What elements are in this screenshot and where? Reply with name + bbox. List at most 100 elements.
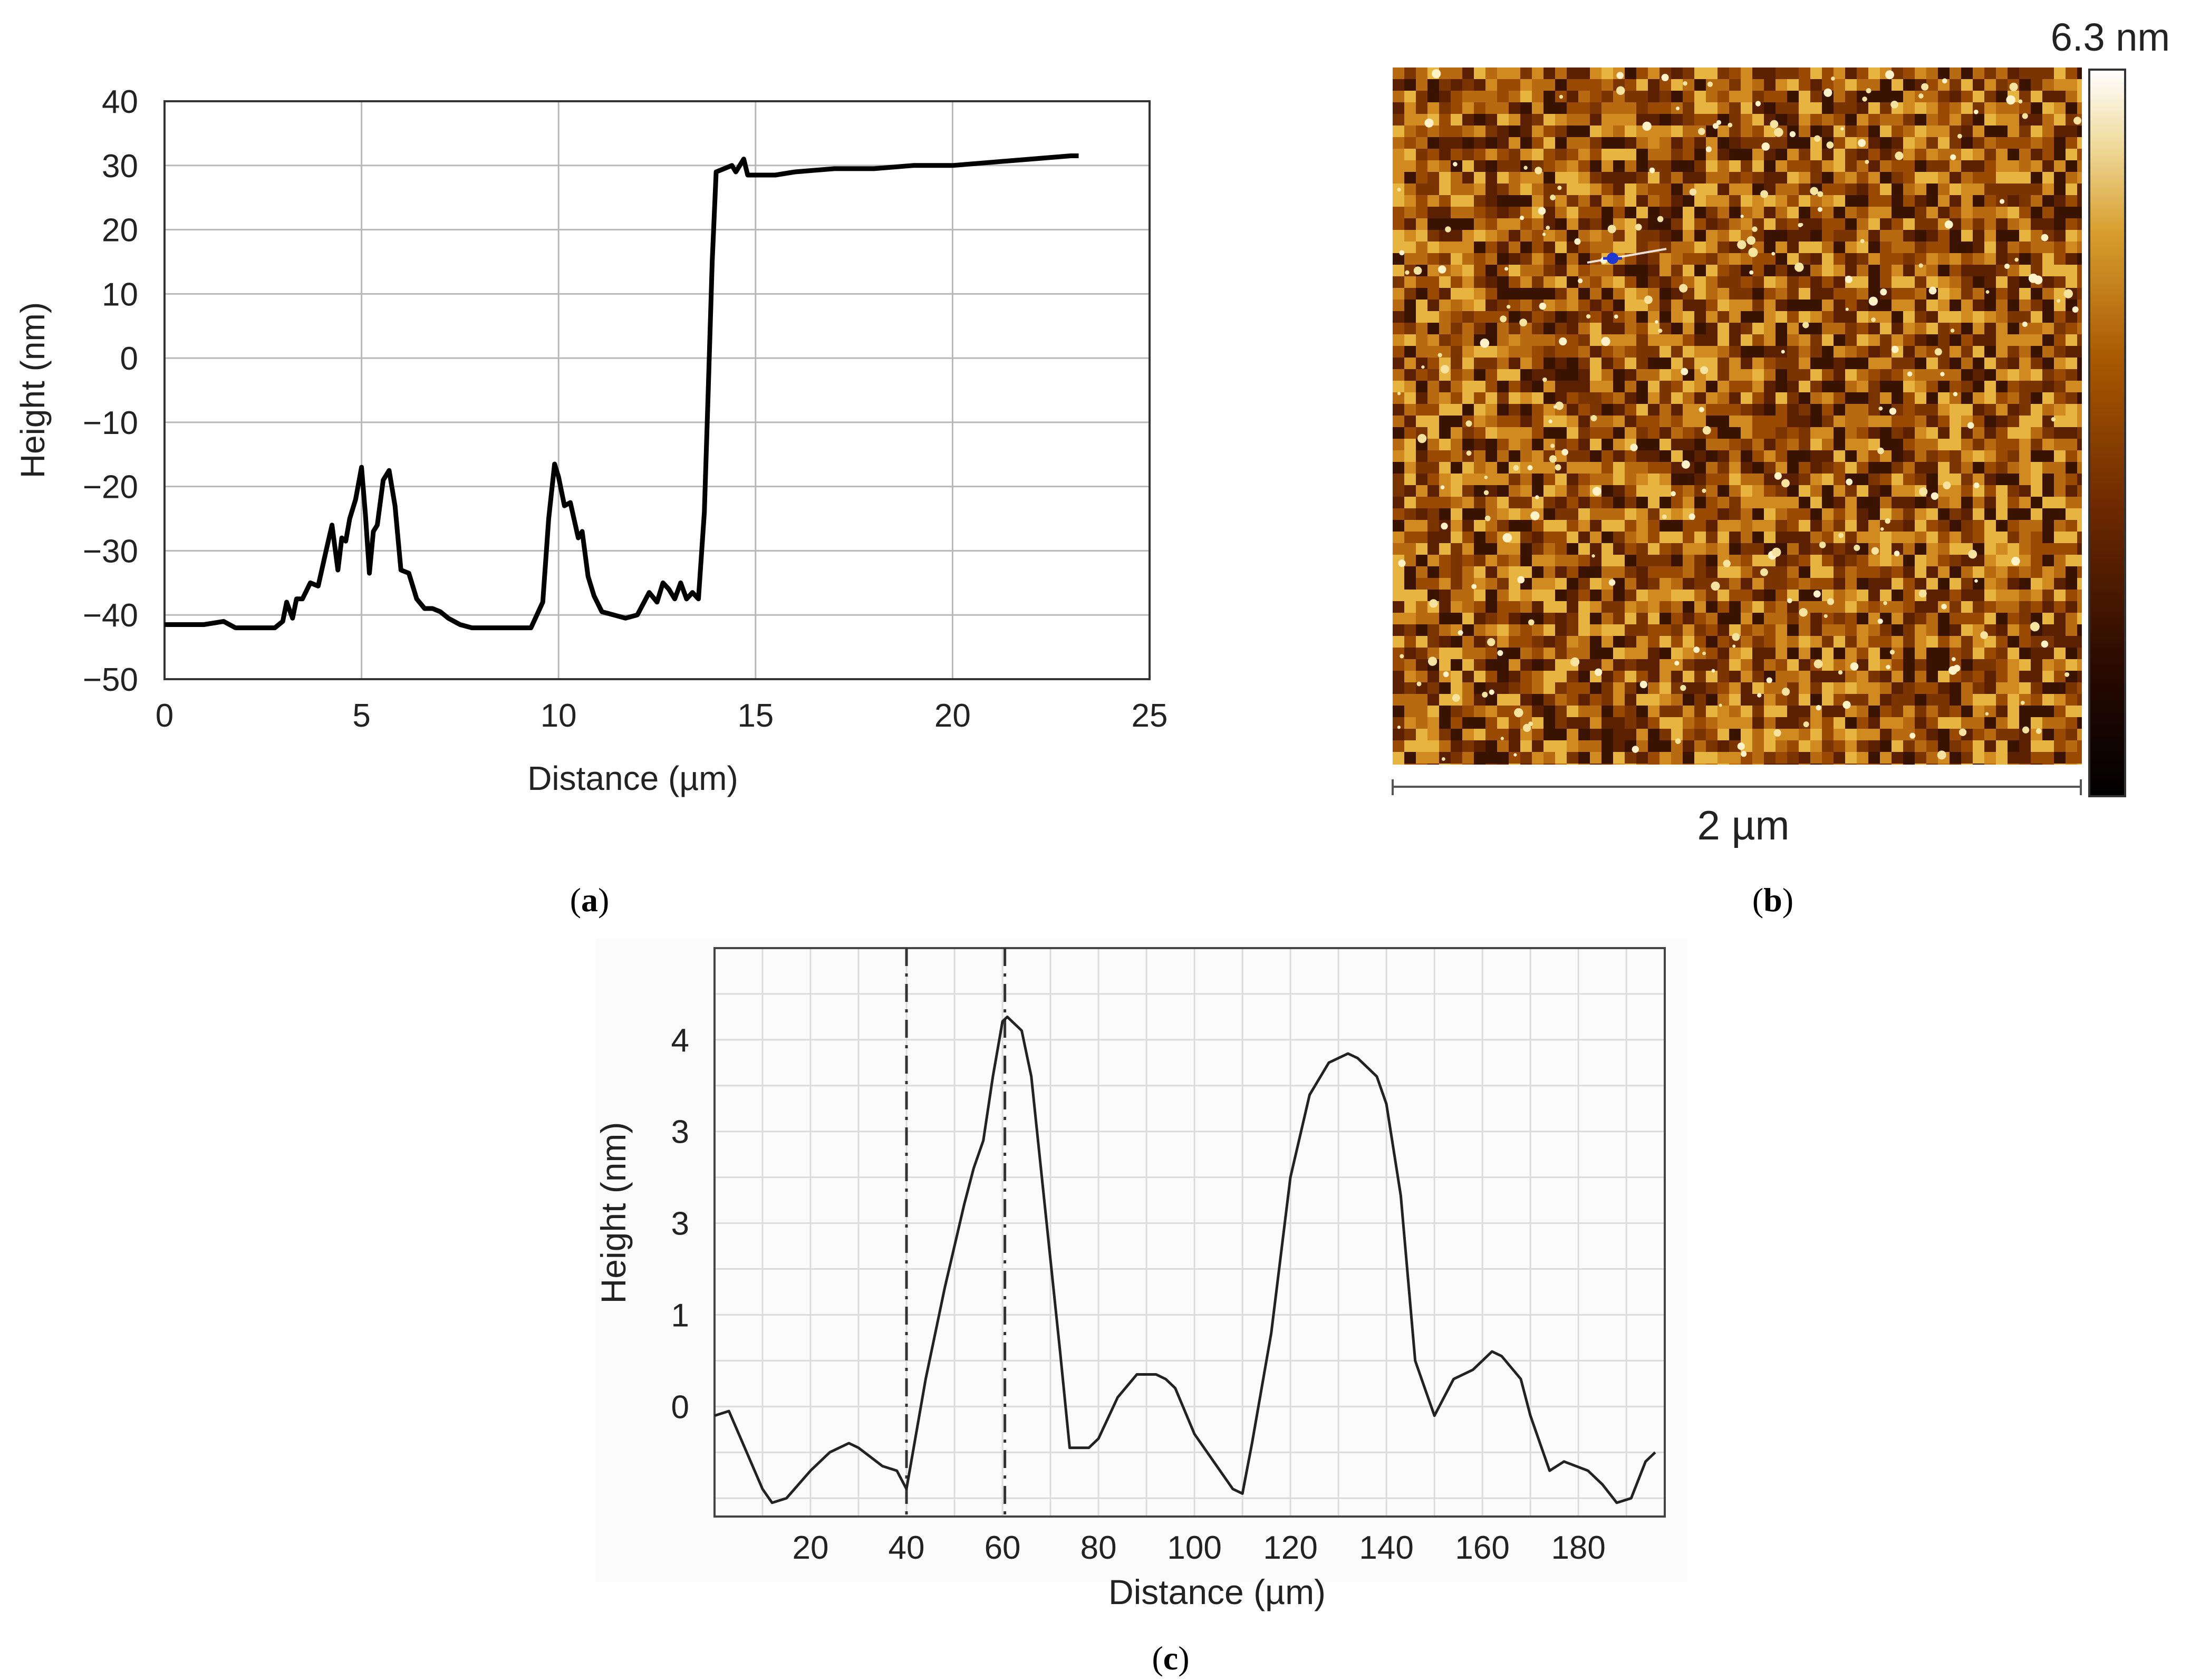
panel-b-texture-cell — [1973, 682, 1984, 694]
panel-b-texture-cell — [1787, 694, 1799, 706]
panel-b-texture-cell — [2054, 265, 2066, 276]
panel-b-texture-cell — [2008, 346, 2019, 358]
panel-b-texture-cell — [2066, 265, 2077, 276]
panel-b-texture-cell — [1567, 114, 1578, 125]
panel-b-texture-cell — [1520, 682, 1532, 694]
panel-b-texture-cell — [1950, 532, 1961, 543]
panel-b-texture-cell — [1694, 578, 1706, 590]
panel-b-texture-cell — [1915, 358, 1926, 369]
panel-b-texture-cell — [1509, 160, 1520, 172]
panel-b-texture-cell — [1648, 764, 1659, 765]
panel-b-bright-grain — [1635, 224, 1642, 231]
panel-b-texture-cell — [1729, 752, 1741, 764]
panel-b-texture-cell — [1439, 149, 1451, 160]
panel-b-texture-cell — [2066, 555, 2077, 566]
panel-b-texture-cell — [1903, 207, 1915, 218]
panel-b-texture-cell — [1659, 717, 1671, 729]
panel-b-texture-cell — [1857, 764, 1868, 765]
panel-b-texture-cell — [1543, 485, 1555, 497]
panel-b-texture-cell — [1822, 149, 1834, 160]
panel-b-texture-cell — [1926, 114, 1938, 125]
panel-b-texture-cell — [1393, 578, 1404, 590]
panel-b-texture-cell — [1462, 230, 1474, 242]
panel-b-texture-cell — [1683, 717, 1694, 729]
panel-b-texture-cell — [2019, 102, 2031, 114]
panel-b-texture-cell — [1520, 474, 1532, 485]
panel-b-afm-image-panel: 6.3 nm 2 µm — [1392, 15, 2170, 848]
panel-b-texture-cell — [1439, 740, 1451, 752]
panel-b-texture-cell — [1543, 601, 1555, 613]
panel-b-bright-grain — [1860, 239, 1865, 244]
panel-b-texture-cell — [1683, 416, 1694, 427]
panel-b-texture-cell — [1915, 613, 1926, 624]
panel-b-texture-cell — [1613, 137, 1625, 149]
panel-b-texture-cell — [1404, 137, 1416, 149]
panel-b-texture-cell — [1915, 311, 1926, 323]
panel-b-texture-cell — [1462, 462, 1474, 474]
panel-b-texture-cell — [1880, 416, 1892, 427]
panel-b-texture-cell — [1776, 323, 1787, 334]
panel-b-texture-cell — [2008, 149, 2019, 160]
panel-b-texture-cell — [1578, 184, 1590, 195]
panel-b-texture-cell — [1659, 91, 1671, 102]
panel-b-texture-cell — [1393, 300, 1404, 311]
panel-b-texture-cell — [1485, 729, 1497, 740]
panel-b-texture-cell — [1892, 613, 1903, 624]
panel-b-texture-cell — [1451, 474, 1462, 485]
panel-b-texture-cell — [1926, 636, 1938, 648]
panel-b-texture-cell — [1984, 311, 1996, 323]
panel-b-texture-cell — [1729, 439, 1741, 450]
panel-b-texture-cell — [1892, 67, 1903, 79]
panel-b-texture-cell — [1729, 682, 1741, 694]
panel-b-texture-cell — [1822, 624, 1834, 636]
panel-b-texture-cell — [1509, 369, 1520, 381]
panel-b-texture-cell — [2066, 404, 2077, 416]
panel-b-texture-cell — [1567, 439, 1578, 450]
panel-b-texture-cell — [1451, 149, 1462, 160]
panel-b-texture-cell — [2031, 160, 2042, 172]
panel-b-texture-cell — [1393, 323, 1404, 334]
panel-b-texture-cell — [1926, 358, 1938, 369]
panel-b-bright-grain — [1850, 662, 1859, 671]
panel-b-bright-grain — [1854, 544, 1860, 551]
panel-b-texture-cell — [1834, 276, 1845, 288]
panel-b-texture-cell — [1926, 392, 1938, 404]
panel-b-texture-cell — [1996, 172, 2008, 184]
panel-b-bright-grain — [1452, 694, 1460, 702]
panel-b-texture-cell — [1938, 439, 1950, 450]
panel-b-texture-cell — [2042, 613, 2054, 624]
panel-b-texture-cell — [1717, 265, 1729, 276]
panel-b-texture-cell — [1613, 392, 1625, 404]
panel-b-texture-cell — [2077, 578, 2082, 590]
panel-b-texture-cell — [1462, 520, 1474, 532]
panel-b-texture-cell — [1915, 474, 1926, 485]
panel-b-texture-cell — [1787, 311, 1799, 323]
panel-b-texture-cell — [1451, 648, 1462, 659]
panel-b-texture-cell — [1938, 613, 1950, 624]
panel-b-texture-cell — [1729, 125, 1741, 137]
panel-b-texture-cell — [1590, 764, 1601, 765]
panel-b-texture-cell — [1532, 358, 1543, 369]
panel-b-texture-cell — [1741, 358, 1752, 369]
panel-b-bright-grain — [1671, 491, 1676, 497]
panel-b-texture-cell — [1462, 323, 1474, 334]
panel-b-texture-cell — [1451, 462, 1462, 474]
panel-b-texture-cell — [1915, 369, 1926, 381]
panel-b-texture-cell — [1845, 334, 1857, 346]
panel-b-texture-cell — [2054, 207, 2066, 218]
panel-b-texture-cell — [1567, 740, 1578, 752]
panel-b-texture-cell — [1973, 474, 1984, 485]
panel-b-texture-cell — [1868, 601, 1880, 613]
panel-b-texture-cell — [1799, 497, 1810, 508]
panel-b-texture-cell — [2054, 508, 2066, 520]
panel-b-texture-cell — [1683, 648, 1694, 659]
panel-b-texture-cell — [1567, 648, 1578, 659]
panel-b-texture-cell — [1648, 195, 1659, 207]
panel-b-texture-cell — [1915, 439, 1926, 450]
panel-b-texture-cell — [1729, 207, 1741, 218]
panel-b-texture-cell — [1474, 624, 1485, 636]
panel-b-texture-cell — [1451, 253, 1462, 265]
panel-b-texture-cell — [1625, 543, 1636, 555]
panel-b-texture-cell — [1497, 125, 1509, 137]
panel-b-texture-cell — [1485, 694, 1497, 706]
